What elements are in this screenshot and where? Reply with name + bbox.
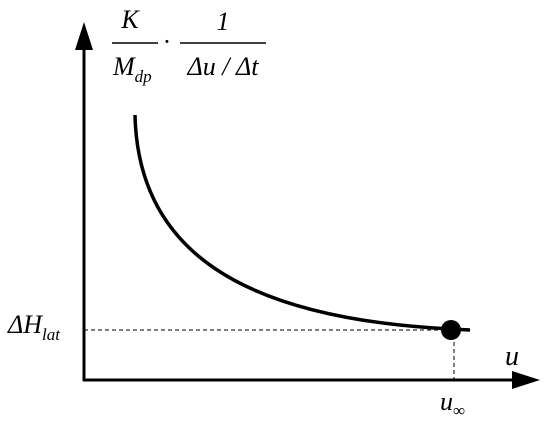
asymptote-label: u∞ [440, 387, 465, 420]
x-axis-label: u [505, 341, 519, 372]
formula-numerator-right: 1 [217, 7, 230, 36]
level-label-subscript: lat [42, 325, 61, 344]
formula-denominator-main: M [112, 52, 136, 81]
level-label: ΔHlat [7, 310, 61, 344]
formula-denominator-left: Mdp [112, 52, 152, 86]
formula-operator: · [163, 27, 172, 56]
asymptote-label-main: u [440, 387, 453, 416]
curve [133, 114, 471, 332]
y-axis-arrow [75, 22, 93, 50]
asymptote-label-subscript: ∞ [453, 401, 465, 420]
formula-numerator-left: K [120, 5, 140, 34]
formula-denominator-subscript: dp [135, 67, 152, 86]
formula-denominator-right: Δu / Δt [187, 52, 260, 81]
level-label-main: ΔH [7, 310, 43, 339]
point [441, 320, 461, 340]
x-axis-arrow [512, 371, 540, 389]
